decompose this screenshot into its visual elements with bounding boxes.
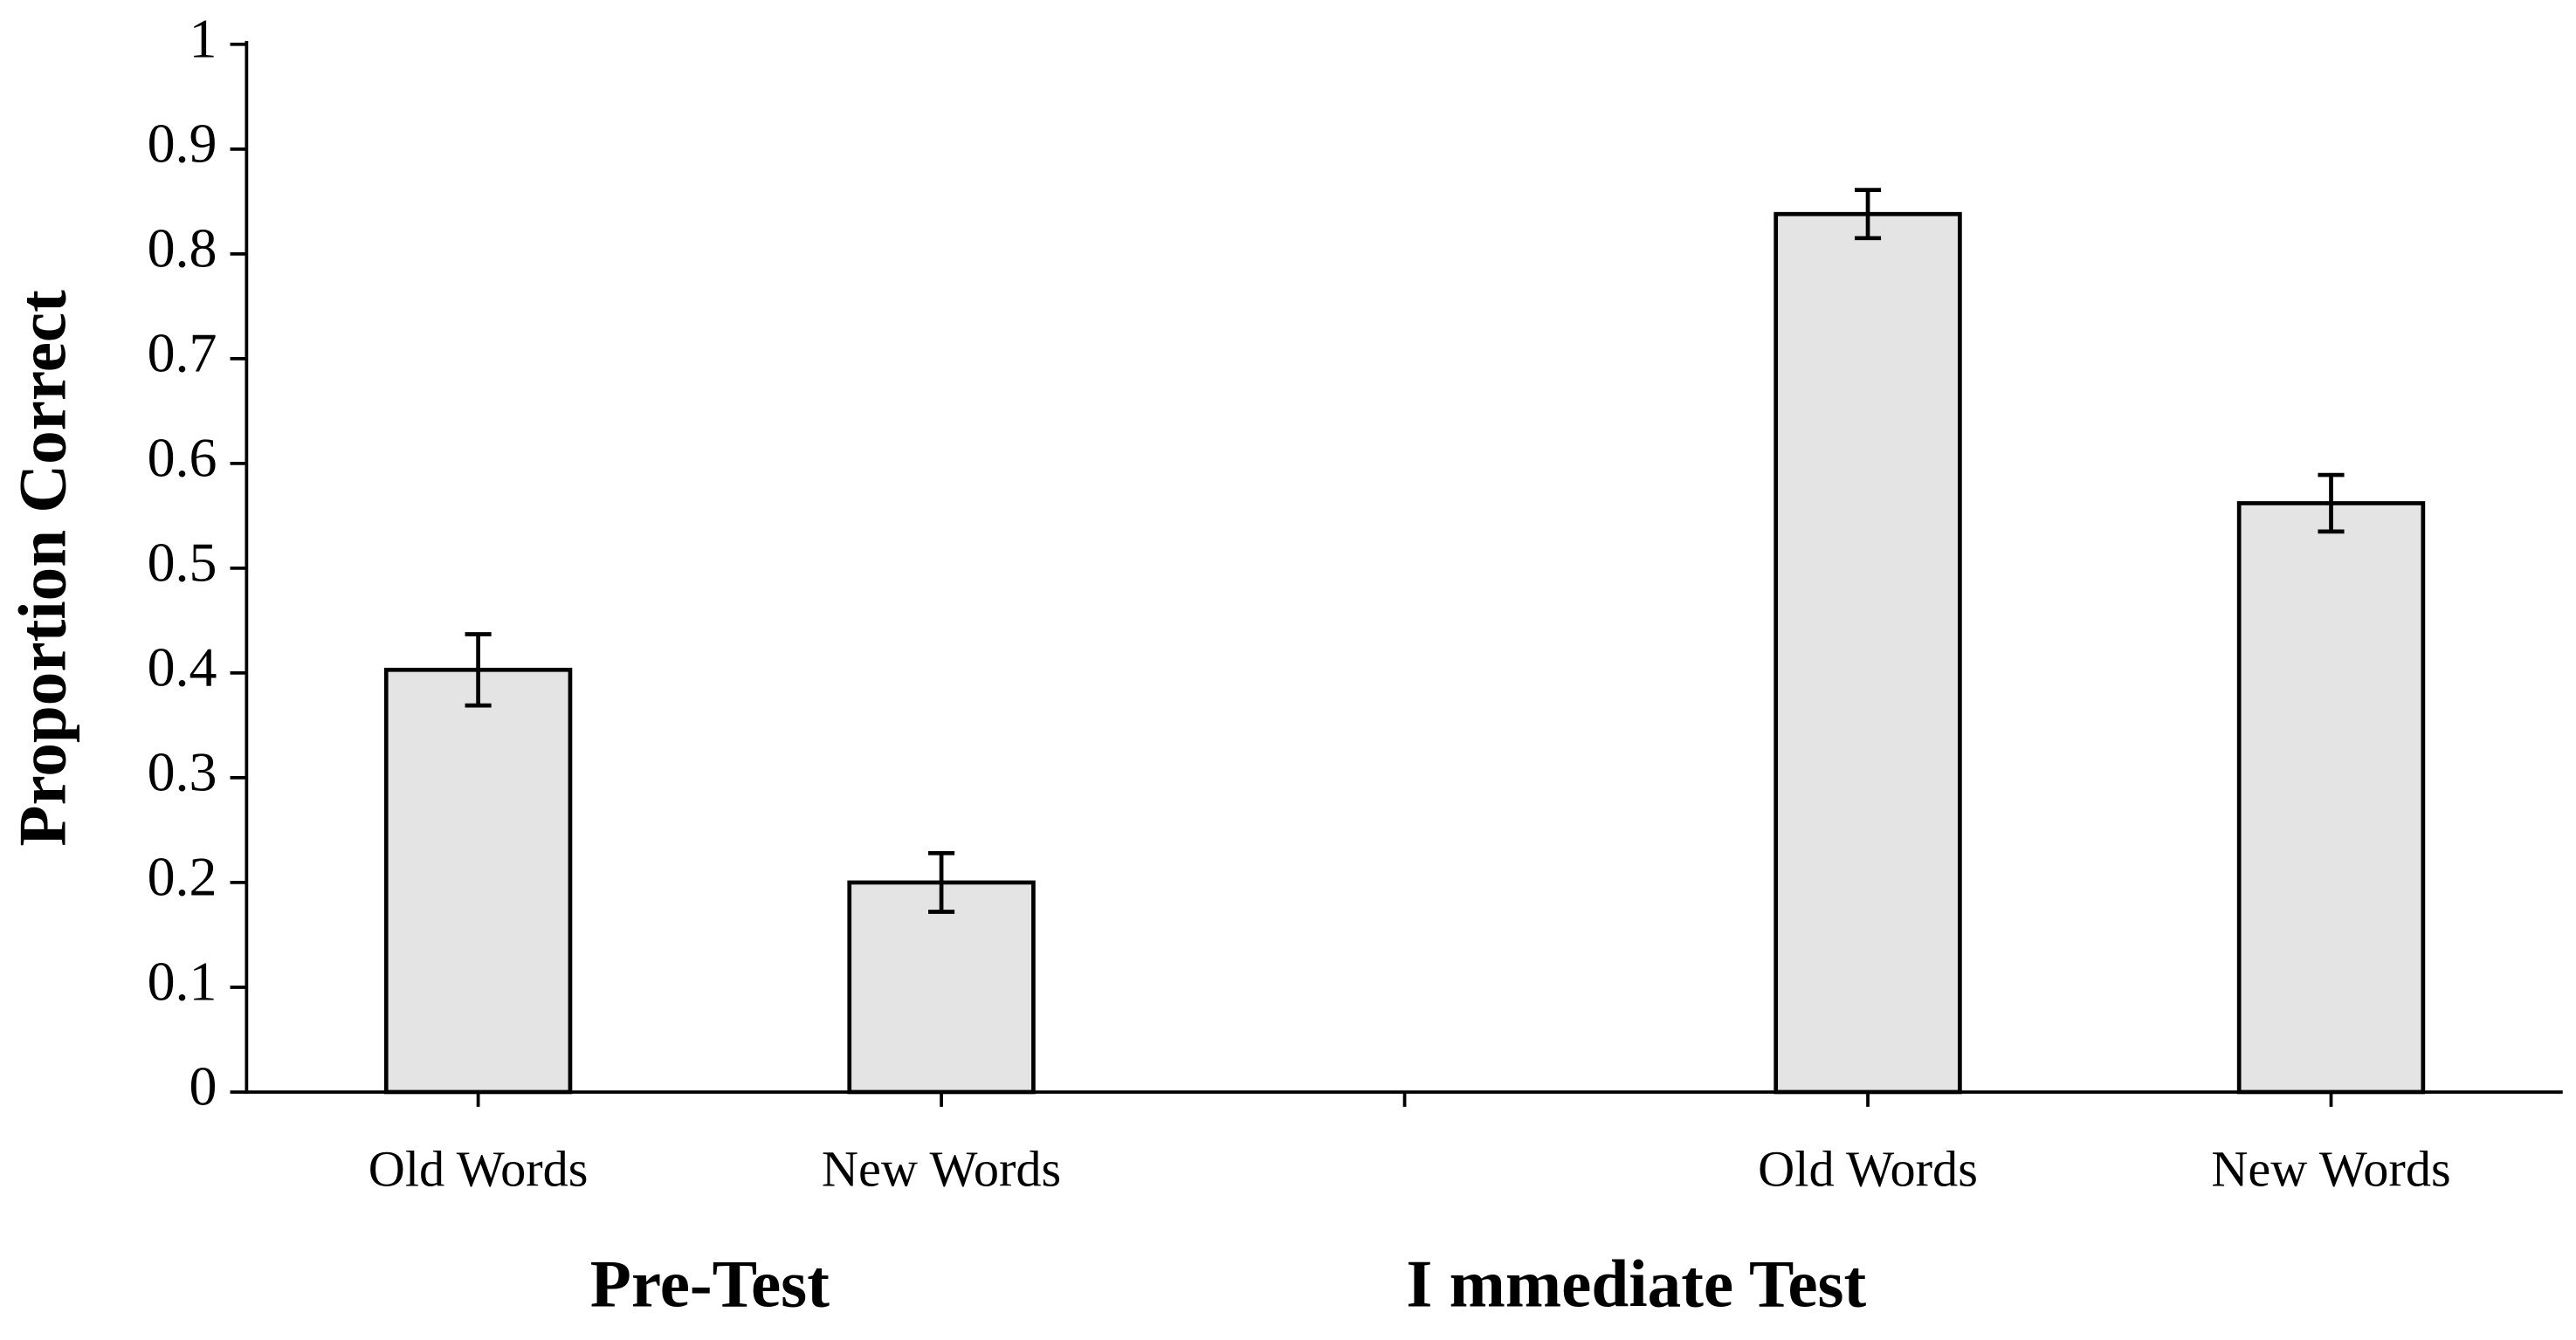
y-tick-label: 0.8: [148, 216, 217, 278]
y-tick-label: 0.3: [148, 741, 217, 803]
error-bar: [928, 850, 955, 914]
bar: [847, 880, 1036, 1095]
y-tick-label: 0.9: [148, 112, 217, 174]
y-tick-label: 0.6: [148, 427, 217, 489]
x-tick-label: New Words: [2211, 1140, 2450, 1197]
y-tick-label: 0: [189, 1055, 217, 1117]
bar: [1774, 211, 1962, 1095]
y-tick-label: 0.4: [148, 636, 217, 698]
y-tick-label: 1: [189, 7, 217, 69]
y-axis-label: Proportion Correct: [4, 290, 79, 847]
x-tick-label: Old Words: [1758, 1140, 1978, 1197]
error-bar: [465, 632, 492, 708]
bar: [2236, 501, 2426, 1095]
x-tick-label: Old Words: [368, 1140, 589, 1197]
error-bar: [1854, 188, 1882, 241]
x-tick-label: New Words: [822, 1140, 1061, 1197]
y-tick-label: 0.5: [148, 532, 217, 594]
y-tick-label: 0.1: [148, 951, 217, 1013]
bar: [383, 667, 573, 1095]
group-label: I mmediate Test: [1406, 1246, 1866, 1321]
y-tick-label: 0.2: [148, 846, 217, 908]
y-tick-label: 0.7: [148, 322, 217, 384]
error-bar: [2318, 472, 2345, 534]
group-label: Pre-Test: [590, 1246, 830, 1321]
